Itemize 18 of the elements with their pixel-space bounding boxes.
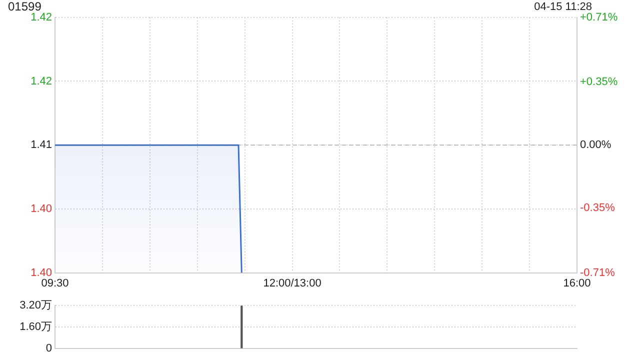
y2-tick-label: -0.71% bbox=[580, 266, 616, 279]
y2-tick-label: +0.35% bbox=[580, 76, 618, 88]
y-tick-label: 1.40 bbox=[30, 202, 52, 215]
y2-tick-label: -0.35% bbox=[580, 202, 616, 214]
y-tick-label: 1.60万 bbox=[20, 321, 52, 334]
y-tick-label: 1.42 bbox=[30, 75, 52, 88]
text: 04-15 11:28 bbox=[534, 1, 592, 13]
y2-tick-label: 0.00% bbox=[580, 139, 612, 152]
y-tick-label: 1.41 bbox=[30, 139, 52, 152]
y-tick-label: 0 bbox=[46, 342, 52, 354]
y-tick-label: 1.42 bbox=[30, 11, 52, 24]
x-tick-label: 16:00 bbox=[563, 277, 591, 290]
x-tick-label: 09:30 bbox=[41, 277, 69, 290]
y-tick-label: 1.40 bbox=[30, 266, 52, 279]
y-tick-label: 3.20万 bbox=[20, 300, 52, 312]
y2-tick-label: +0.71% bbox=[580, 11, 618, 24]
chart-title: 01599 bbox=[8, 0, 42, 14]
x-tick-label: 12:00/13:00 bbox=[263, 277, 322, 290]
